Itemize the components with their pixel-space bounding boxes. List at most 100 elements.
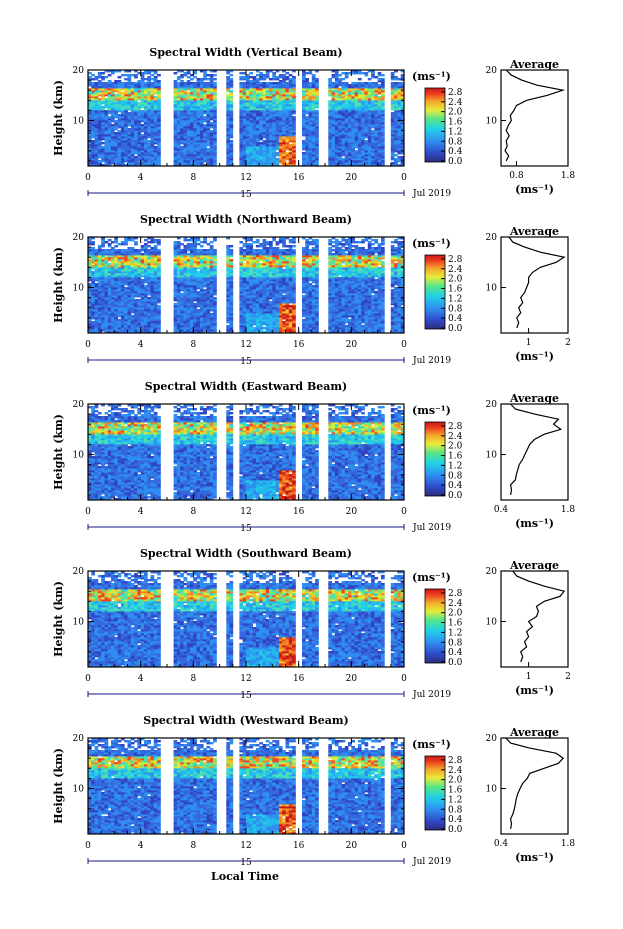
x-tick-label: 4 [138,841,144,851]
colorbar-tick-label: 1.6 [448,285,463,295]
panel-2: Spectral Width (Northward Beam)1020Heigh… [52,213,571,367]
colorbar-tick-label: 0.4 [448,314,463,324]
average-line [509,403,563,496]
average-title: Average [509,392,559,405]
date-label: Jul 2019 [412,690,451,700]
panel-title: Spectral Width (Eastward Beam) [145,380,347,393]
average-title: Average [509,58,559,71]
heatmap-field [88,237,405,334]
average-y-tick-label: 20 [486,400,498,410]
x-tick-label: 16 [293,340,305,350]
colorbar-tick-label: 0.8 [448,137,463,147]
colorbar [424,421,446,497]
average-x-tick-label: 2 [565,338,571,348]
x-tick-label: 0 [85,841,91,851]
colorbar [424,755,446,831]
x-tick-label: 4 [138,340,144,350]
panel-4: Spectral Width (Southward Beam)1020Heigh… [52,547,571,701]
average-x-tick-label: 2 [565,672,571,682]
average-y-tick-label: 10 [486,284,498,294]
panel-title: Spectral Width (Northward Beam) [140,213,352,226]
x-tick-label: 12 [240,340,251,350]
colorbar-tick-label: 1.2 [448,294,462,304]
date-label: Jul 2019 [412,523,451,533]
average-y-tick-label: 20 [486,734,498,744]
y-tick-label: 10 [73,451,85,461]
colorbar [424,588,446,664]
average-y-tick-label: 20 [486,233,498,243]
y-axis-label: Height (km) [52,414,65,490]
average-y-tick-label: 10 [486,785,498,795]
colorbar-tick-label: 0.8 [448,471,463,481]
colorbar-tick-label: 0.4 [448,481,463,491]
y-tick-label: 20 [73,734,85,744]
panel-title: Spectral Width (Vertical Beam) [149,46,342,59]
y-tick-label: 20 [73,233,85,243]
x-tick-label: 20 [346,507,358,517]
average-x-tick-label: 1.8 [561,171,576,181]
x-tick-label: 8 [190,340,196,350]
colorbar-tick-label: 2.4 [448,98,463,108]
panel-1: Spectral Width (Vertical Beam) 10 20 Height… [52,46,575,200]
colorbar-tick-label: 1.2 [448,795,462,805]
average-unit: (ms⁻¹) [515,183,554,196]
average-x-tick-label: 1.8 [561,505,576,515]
x-tick-label: 20 [346,674,358,684]
x-tick-label: 8 [190,674,196,684]
average-x-tick-label: 1 [526,672,532,682]
colorbar-tick-label: 0.0 [448,825,463,835]
date-label: Jul 2019 [412,857,451,867]
colorbar-tick-label: 2.8 [448,255,463,265]
y-tick-label: 20 [73,400,85,410]
colorbar-unit: (ms⁻¹) [412,70,451,83]
average-y-tick-label: 10 [486,618,498,628]
colorbar-tick-label: 1.2 [448,628,462,638]
panel-5: Spectral Width (Westward Beam) 10 20 Height… [52,714,575,868]
x-tick-label: 12 [240,173,251,183]
colorbar-unit: (ms⁻¹) [412,571,451,584]
x-tick-label: 12 [240,674,251,684]
y-axis-label: Height (km) [52,581,65,657]
colorbar-tick-label: 2.0 [448,776,463,786]
x-tick-label: 0 [401,841,407,851]
x-tick-label: 0 [401,173,407,183]
average-title: Average [509,225,559,238]
average-x-tick-label: 0.8 [509,171,524,181]
colorbar-tick-label: 0.4 [448,815,463,825]
x-tick-label: 0 [85,507,91,517]
day-label: 15 [240,357,252,367]
x-tick-label: 4 [138,674,144,684]
y-tick-label: 10 [73,785,85,795]
average-x-tick-label: 0.4 [494,839,509,849]
panel-title: Spectral Width (Southward Beam) [140,547,352,560]
day-label: 15 [240,524,252,534]
x-tick-label: 20 [346,841,358,851]
colorbar-tick-label: 2.4 [448,432,463,442]
colorbar-tick-label: 0.4 [448,147,463,157]
x-tick-label: 16 [293,507,305,517]
average-line [508,236,566,329]
colorbar-tick-label: 0.0 [448,324,463,334]
day-label: 15 [240,858,252,868]
average-x-tick-label: 1.8 [561,839,576,849]
heatmap-field [88,571,405,668]
colorbar-unit: (ms⁻¹) [412,404,451,417]
x-tick-label: 0 [85,674,91,684]
x-tick-label: 0 [401,340,407,350]
colorbar-tick-label: 1.2 [448,127,462,137]
date-label: Jul 2019 [412,356,451,366]
colorbar-tick-label: 2.8 [448,589,463,599]
x-tick-label: 0 [85,340,91,350]
average-unit: (ms⁻¹) [515,851,554,864]
x-tick-label: 16 [293,674,305,684]
colorbar-tick-label: 2.8 [448,422,463,432]
colorbar-tick-label: 1.6 [448,118,463,128]
colorbar-tick-label: 2.8 [448,756,463,766]
x-tick-label: 4 [138,507,144,517]
colorbar-tick-label: 1.6 [448,452,463,462]
average-y-tick-label: 20 [486,66,498,76]
x-tick-label: 8 [190,841,196,851]
x-tick-label: 12 [240,841,251,851]
x-tick-label: 8 [190,173,196,183]
